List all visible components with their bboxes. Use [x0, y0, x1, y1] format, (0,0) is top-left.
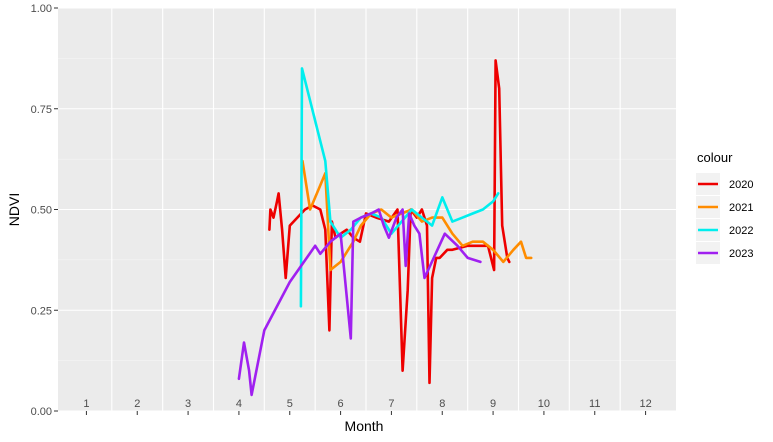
legend: colour 2020 2021 2022 2023 — [696, 150, 753, 264]
x-tick-label: 3 — [185, 398, 191, 410]
series-line-2022 — [299, 67, 500, 308]
legend-label-2023: 2023 — [729, 248, 753, 260]
y-tick-label: 1.00 — [31, 3, 52, 15]
y-tick-label: 0.75 — [31, 104, 52, 116]
series-line-2020 — [268, 59, 511, 385]
x-tick-label: 11 — [589, 398, 600, 410]
legend-title: colour — [697, 150, 733, 165]
legend-label-2020: 2020 — [729, 179, 753, 191]
y-tick-label: 0.50 — [31, 205, 52, 217]
x-tick-label: 12 — [639, 398, 651, 410]
y-tick-label: 0.00 — [31, 406, 52, 418]
x-tick-label: 7 — [388, 398, 394, 410]
series-lines — [237, 59, 533, 397]
series-line-2023 — [237, 208, 482, 397]
x-tick-label: 6 — [338, 398, 344, 410]
y-tick-label: 0.25 — [31, 305, 52, 317]
legend-label-2022: 2022 — [729, 225, 753, 237]
legend-label-2021: 2021 — [729, 202, 753, 214]
y-axis: 0.00 0.25 0.50 0.75 1.00 — [31, 3, 58, 418]
x-tick-label: 5 — [287, 398, 293, 410]
x-tick-label: 2 — [134, 398, 140, 410]
x-axis-title: Month — [345, 418, 384, 434]
x-tick-label: 4 — [236, 398, 242, 410]
x-axis-ticks — [85, 411, 647, 415]
major-gridlines — [58, 7, 676, 412]
x-tick-labels: 1 2 3 4 5 6 7 8 9 10 11 12 — [83, 398, 651, 410]
x-tick-label: 8 — [439, 398, 445, 410]
x-tick-label: 10 — [538, 398, 550, 410]
x-tick-label: 9 — [490, 398, 496, 410]
x-tick-label: 1 — [83, 398, 89, 410]
minor-gridlines — [58, 58, 676, 361]
y-axis-title: NDVI — [6, 193, 22, 226]
